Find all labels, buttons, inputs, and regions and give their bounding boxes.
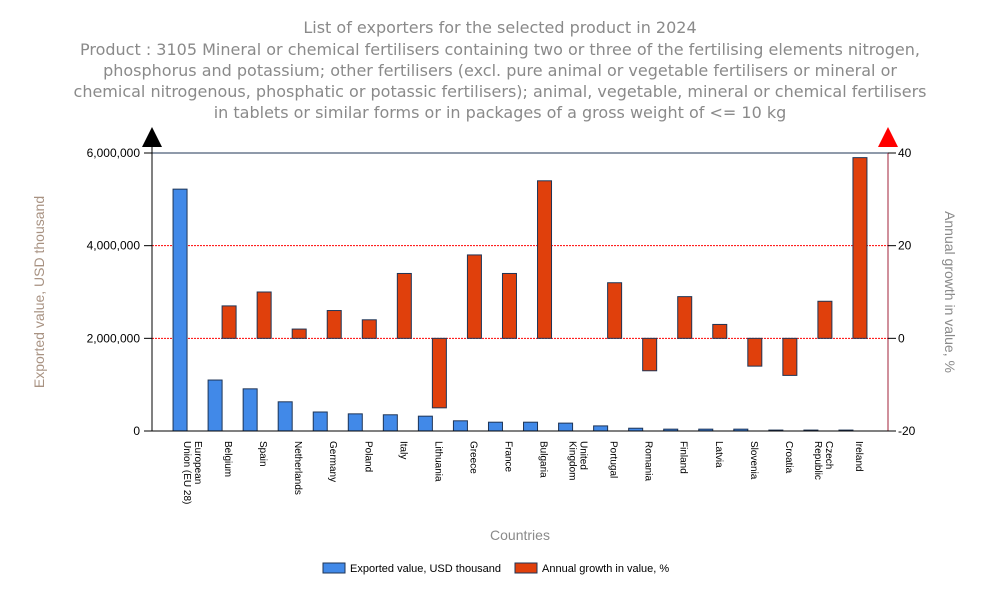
export-value-bar bbox=[593, 425, 609, 432]
category-label: Kingdom bbox=[567, 441, 578, 480]
growth-bar bbox=[607, 282, 623, 339]
growth-bar bbox=[501, 272, 517, 339]
left-tick-label: 4,000,000 bbox=[87, 239, 141, 253]
category-label: Germany bbox=[327, 441, 338, 482]
legend-label-growth: Annual growth in value, % bbox=[542, 563, 669, 575]
growth-bar bbox=[256, 291, 272, 339]
growth-bar bbox=[712, 323, 728, 339]
category-label: Slovenia bbox=[748, 441, 759, 480]
category-label: Spain bbox=[257, 441, 268, 467]
export-value-bar bbox=[242, 388, 258, 432]
export-value-bar bbox=[312, 411, 328, 432]
chart-title: List of exporters for the selected produ… bbox=[303, 18, 697, 37]
left-tick-label: 0 bbox=[133, 424, 140, 438]
category-label: Portugal bbox=[608, 441, 619, 478]
category-label: Poland bbox=[362, 441, 373, 472]
category-label: Bulgaria bbox=[538, 441, 549, 478]
right-axis-arrow-icon bbox=[878, 127, 898, 147]
category-label: Croatia bbox=[783, 441, 794, 474]
legend-label-export: Exported value, USD thousand bbox=[350, 563, 501, 575]
export-value-bar bbox=[417, 415, 433, 432]
left-tick-label: 2,000,000 bbox=[87, 331, 141, 345]
export-value-bar bbox=[347, 413, 363, 432]
left-axis-arrow-icon bbox=[142, 127, 162, 147]
export-value-bar bbox=[487, 421, 503, 432]
left-tick-label: 6,000,000 bbox=[87, 146, 141, 160]
growth-bar bbox=[537, 180, 553, 339]
growth-bar bbox=[677, 296, 693, 339]
category-label: Romania bbox=[643, 441, 654, 481]
export-value-bar bbox=[172, 188, 188, 432]
growth-bar bbox=[431, 337, 447, 409]
growth-bar bbox=[466, 254, 482, 339]
category-label: Ireland bbox=[853, 441, 864, 472]
growth-bar bbox=[782, 337, 798, 376]
category-label: Italy bbox=[397, 441, 408, 459]
category-label: Republic bbox=[812, 441, 823, 480]
category-label: Lithuania bbox=[432, 441, 443, 482]
export-value-bar bbox=[558, 422, 574, 432]
y-axis-title: Exported value, USD thousand bbox=[31, 196, 47, 388]
category-label: European bbox=[192, 441, 203, 484]
export-value-bar bbox=[452, 420, 468, 432]
right-tick-label: -20 bbox=[898, 424, 916, 438]
category-label: Finland bbox=[678, 441, 689, 474]
growth-bar bbox=[747, 337, 763, 367]
export-value-bar bbox=[277, 401, 293, 432]
legend-swatch-growth bbox=[514, 562, 538, 574]
export-value-bar bbox=[382, 414, 398, 432]
category-label: Belgium bbox=[222, 441, 233, 477]
category-label: France bbox=[502, 441, 513, 473]
y2-axis-title: Annual growth in value, % bbox=[942, 211, 958, 373]
chart-subtitle: Product : 3105 Mineral or chemical ferti… bbox=[73, 40, 927, 122]
growth-bar bbox=[852, 157, 868, 339]
growth-bar bbox=[221, 305, 237, 339]
right-tick-label: 0 bbox=[898, 331, 905, 345]
growth-bar bbox=[291, 328, 307, 339]
legend-swatch-export bbox=[322, 562, 346, 574]
right-tick-label: 20 bbox=[898, 239, 912, 253]
category-label: Latvia bbox=[713, 441, 724, 468]
export-value-bar bbox=[207, 379, 223, 432]
right-tick-label: 40 bbox=[898, 146, 912, 160]
category-label: Czech bbox=[823, 441, 834, 469]
category-label: Union (EU 28) bbox=[181, 441, 192, 504]
growth-bar bbox=[326, 310, 342, 339]
growth-bar bbox=[361, 319, 377, 339]
growth-bar bbox=[817, 300, 833, 339]
growth-bar bbox=[396, 272, 412, 339]
export-value-bar bbox=[523, 421, 539, 432]
growth-bar bbox=[642, 337, 658, 372]
category-label: Greece bbox=[467, 441, 478, 474]
x-axis-title: Countries bbox=[490, 527, 550, 543]
category-label: United bbox=[578, 441, 589, 470]
category-label: Netherlands bbox=[292, 441, 303, 495]
